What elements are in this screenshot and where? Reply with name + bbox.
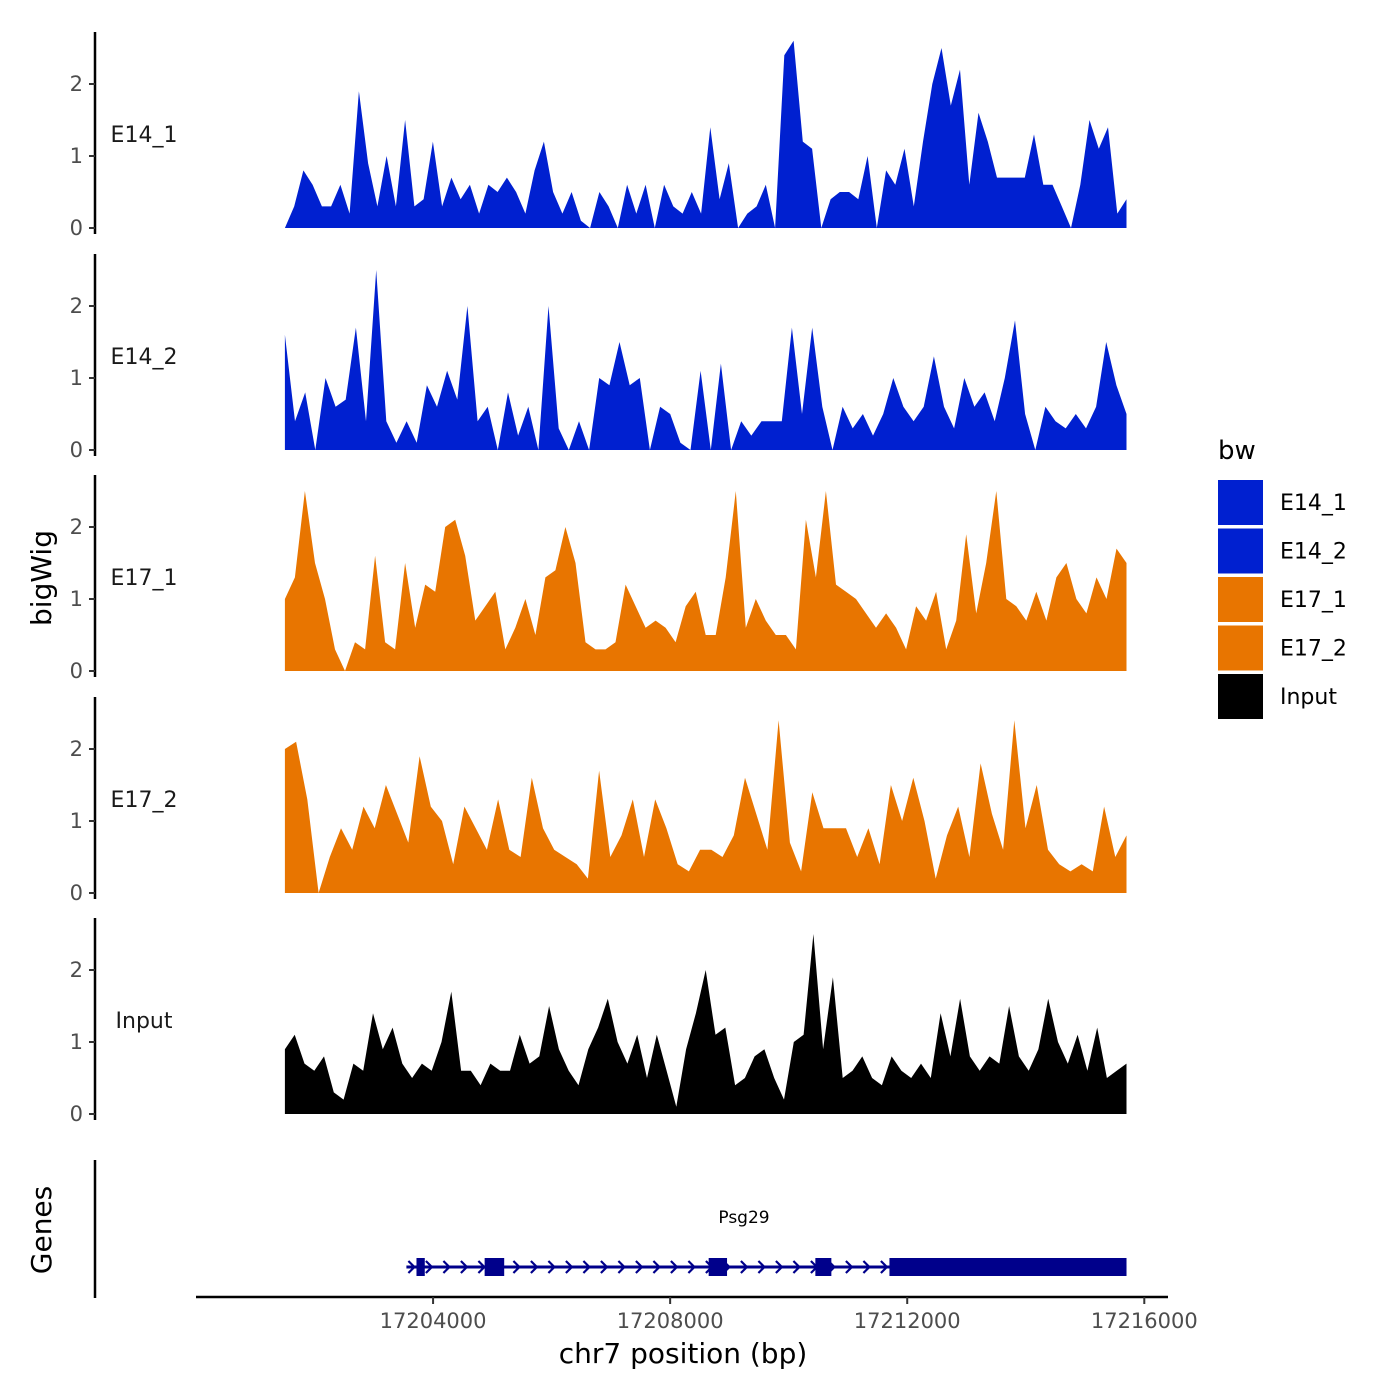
legend-swatch-E17_2	[1218, 625, 1263, 671]
x-tick-label: 17212000	[854, 1309, 961, 1333]
gene-exon	[416, 1258, 425, 1276]
strand-arrow	[635, 1260, 644, 1274]
y-axis-title: bigWig	[25, 530, 58, 626]
y-tick-label: 1	[70, 366, 83, 390]
track-label-E17_2: E17_2	[111, 788, 178, 813]
y-tick-label: 2	[70, 515, 83, 539]
x-tick-label: 17216000	[1091, 1309, 1198, 1333]
strand-arrow	[565, 1260, 574, 1274]
legend-swatch-Input	[1218, 674, 1263, 719]
strand-arrow	[740, 1260, 749, 1274]
track-label-E14_1: E14_1	[111, 123, 178, 148]
gene-exon	[708, 1258, 728, 1276]
gene-exon	[815, 1258, 832, 1276]
gene-exon	[484, 1258, 505, 1276]
legend-label-E14_2: E14_2	[1280, 540, 1347, 565]
coverage-area-E14_2	[284, 270, 1127, 450]
gene-name-label: Psg29	[718, 1208, 769, 1228]
x-tick-label: 17204000	[380, 1309, 487, 1333]
y-tick-label: 1	[70, 587, 83, 611]
track-label-E17_1: E17_1	[111, 566, 178, 591]
legend-label-E14_1: E14_1	[1280, 491, 1347, 516]
track-label-E14_2: E14_2	[111, 345, 178, 370]
strand-arrow	[880, 1260, 889, 1274]
y-tick-label: 2	[70, 294, 83, 318]
legend-title: bw	[1218, 436, 1256, 466]
strand-arrow	[407, 1260, 416, 1274]
y-tick-label: 0	[70, 1102, 83, 1126]
coverage-area-E17_1	[284, 491, 1127, 671]
y-tick-label: 0	[70, 881, 83, 905]
track-label-Input: Input	[116, 1009, 173, 1034]
strand-arrow	[652, 1260, 661, 1274]
bigwig-tracks: 0 1 2 E14_1 0 1 2 E14_2 0 1 2 E17_1 0 1 2 E17_2 0 1 2 Input	[70, 32, 1127, 1126]
strand-arrow	[792, 1260, 801, 1274]
strand-arrow	[757, 1260, 766, 1274]
coverage-area-E14_1	[284, 40, 1127, 228]
strand-arrow	[477, 1260, 486, 1274]
track-E14_1: 0 1 2 E14_1	[70, 32, 1127, 240]
track-Input: 0 1 2 Input	[70, 918, 1127, 1126]
strand-arrow	[582, 1260, 591, 1274]
y-tick-label: 2	[70, 737, 83, 761]
y-tick-label: 0	[70, 438, 83, 462]
coverage-area-E17_2	[284, 720, 1127, 893]
x-tick-label: 17208000	[617, 1309, 724, 1333]
y-tick-label: 0	[70, 659, 83, 683]
strand-arrow	[775, 1260, 784, 1274]
legend-label-Input: Input	[1280, 685, 1337, 710]
y-tick-label: 2	[70, 958, 83, 982]
strand-arrow	[670, 1260, 679, 1274]
y-tick-label: 2	[70, 72, 83, 96]
y-tick-label: 1	[70, 809, 83, 833]
track-E14_2: 0 1 2 E14_2	[70, 254, 1127, 462]
legend: bw E14_1 E14_2 E17_1 E17_2 Input	[1218, 436, 1347, 719]
track-E17_1: 0 1 2 E17_1	[70, 475, 1127, 683]
y-tick-label: 0	[70, 216, 83, 240]
legend-label-E17_1: E17_1	[1280, 588, 1347, 613]
y-tick-label: 1	[70, 1030, 83, 1054]
strand-arrow	[862, 1260, 871, 1274]
strand-arrow	[600, 1260, 609, 1274]
strand-arrow	[425, 1260, 434, 1274]
strand-arrow	[530, 1260, 539, 1274]
y-tick-label: 1	[70, 144, 83, 168]
strand-arrow	[845, 1260, 854, 1274]
legend-label-E17_2: E17_2	[1280, 637, 1347, 662]
strand-arrow	[512, 1260, 521, 1274]
gene-exon	[889, 1258, 1127, 1276]
strand-arrow	[687, 1260, 696, 1274]
genes-track-title: Genes	[25, 1186, 58, 1274]
strand-arrow	[547, 1260, 556, 1274]
strand-arrow	[617, 1260, 626, 1274]
strand-arrow	[460, 1260, 469, 1274]
gene-track: Psg29	[93, 1160, 1127, 1298]
legend-swatch-E17_1	[1218, 577, 1263, 622]
coverage-area-Input	[284, 934, 1127, 1114]
strand-arrow	[442, 1260, 451, 1274]
legend-swatch-E14_2	[1218, 528, 1263, 574]
legend-swatch-E14_1	[1218, 480, 1263, 525]
x-axis: 17204000 17208000 17212000 17216000	[196, 1295, 1198, 1333]
track-E17_2: 0 1 2 E17_2	[70, 697, 1127, 905]
x-axis-title: chr7 position (bp)	[559, 1337, 808, 1370]
